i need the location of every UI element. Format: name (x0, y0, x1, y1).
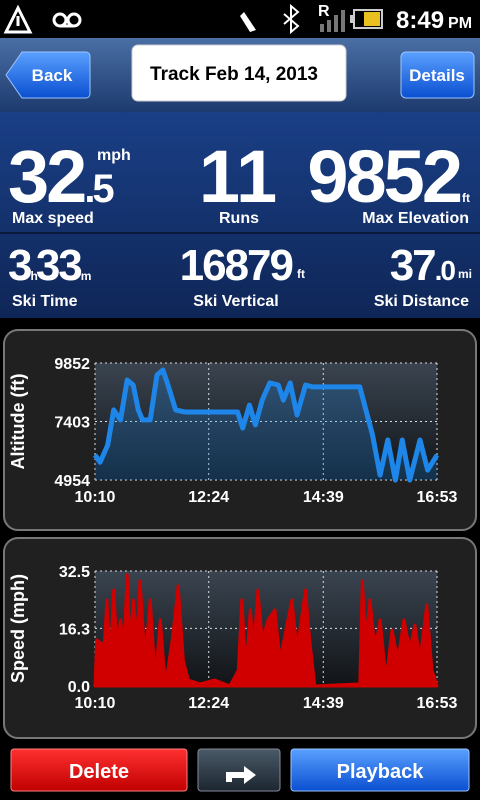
share-icon[interactable] (226, 766, 256, 784)
max-elevation-unit: ft (462, 191, 470, 205)
phone-icon (240, 12, 256, 32)
clock-time: 8:49 (396, 7, 444, 34)
decimal: .0 (435, 255, 456, 286)
voicemail-icon (52, 12, 82, 28)
back-label[interactable]: Back (32, 66, 73, 85)
y-tick-label: 7403 (54, 415, 90, 432)
details-label[interactable]: Details (409, 66, 465, 85)
ski-vertical-unit: ft (297, 267, 305, 281)
screen-title: Track Feb 14, 2013 (150, 64, 318, 85)
hours: 3 (8, 241, 31, 290)
h-unit: h (30, 269, 37, 283)
playback-button[interactable] (290, 748, 470, 792)
x-tick-label: 14:39 (303, 695, 344, 712)
x-tick-label: 10:10 (75, 695, 116, 712)
ski-time-label: Ski Time (12, 293, 78, 310)
bluetooth-icon (283, 3, 300, 35)
runs-label: Runs (219, 210, 259, 227)
clock-ampm: PM (448, 15, 472, 32)
area-fill (95, 370, 437, 480)
y-axis-label: Altitude (ft) (8, 374, 28, 470)
y-tick-label: 9852 (54, 356, 90, 373)
ski-vertical-label: Ski Vertical (193, 293, 278, 310)
max-elevation-label: Max Elevation (362, 210, 469, 227)
y-axis-label: Speed (mph) (8, 574, 28, 683)
x-tick-label: 10:10 (75, 489, 116, 506)
minutes: 33 (36, 241, 81, 290)
whole: 37 (390, 241, 435, 290)
y-tick-label: 4954 (54, 473, 90, 490)
ski-distance-unit: mi (458, 267, 472, 281)
y-tick-label: 0.0 (68, 679, 90, 696)
clock: 8:49 PM (396, 7, 472, 34)
battery-icon (350, 9, 383, 29)
ski-vertical-value: 16879 (180, 241, 293, 290)
x-tick-label: 14:39 (303, 489, 344, 506)
delete-label[interactable]: Delete (69, 761, 129, 783)
max-elevation-value: 9852 (307, 135, 460, 218)
ski-distance-label: Ski Distance (374, 293, 469, 310)
signal-icon (320, 10, 345, 32)
x-tick-label: 12:24 (188, 695, 229, 712)
max-speed-unit: mph (97, 147, 131, 164)
y-tick-label: 32.5 (59, 564, 90, 581)
share-button[interactable] (197, 748, 281, 792)
x-tick-label: 12:24 (188, 489, 229, 506)
runs-value: 11 (199, 135, 277, 218)
max-speed-label: Max speed (12, 210, 94, 227)
line (92, 367, 440, 483)
alert-icon (3, 4, 33, 34)
decimal: .5 (84, 167, 114, 211)
x-tick-label: 16:53 (417, 489, 458, 506)
details-button[interactable] (400, 51, 475, 99)
delete-button[interactable] (10, 748, 188, 792)
title-box (131, 44, 347, 102)
roaming-indicator: R (318, 3, 330, 20)
area (93, 573, 439, 688)
playback-label[interactable]: Playback (337, 761, 425, 783)
ski-distance-value: 37.0 (390, 241, 456, 290)
ski-time-value: 3h33m (8, 241, 91, 290)
y-tick-label: 16.3 (59, 621, 90, 638)
back-button[interactable] (5, 51, 91, 99)
whole: 32 (8, 135, 85, 218)
stats-panel (0, 112, 480, 318)
m-unit: m (81, 269, 91, 283)
x-tick-label: 16:53 (417, 695, 458, 712)
